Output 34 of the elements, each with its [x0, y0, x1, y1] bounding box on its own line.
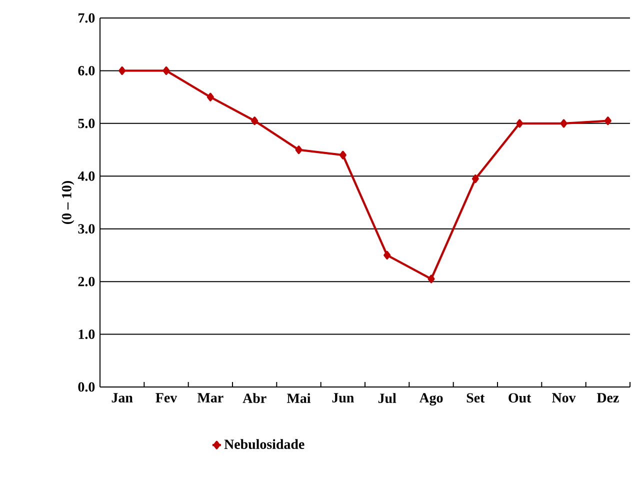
y-tick-label: 1.0: [78, 330, 95, 340]
x-tick-label: Set: [466, 393, 485, 403]
y-tick-label: 5.0: [78, 118, 95, 128]
y-tick-label: 7.0: [78, 13, 95, 23]
point: [339, 150, 346, 160]
point: [162, 66, 170, 75]
point: [206, 92, 214, 102]
y-axis-title: (0 – 10): [62, 181, 74, 224]
x-tick-label: Ago: [419, 393, 443, 406]
x-tick-label: Mai: [286, 393, 311, 404]
point: [428, 274, 435, 284]
legend-label: Nebulosidade: [224, 439, 304, 450]
x-tick-label: Abr: [242, 393, 266, 404]
point: [295, 146, 302, 154]
x-tick-label: Jan: [112, 393, 133, 402]
y-tick-label: 3.0: [78, 224, 95, 234]
point: [516, 119, 524, 128]
x-tick-label: Jun: [332, 393, 354, 402]
x-tick-label: Dez: [596, 393, 619, 402]
point: [604, 116, 612, 126]
y-tick-label: 0.0: [78, 382, 95, 392]
x-tick-label: Nov: [552, 393, 576, 402]
x-tick-label: Jul: [378, 393, 396, 404]
x-tick-label: Out: [508, 393, 532, 403]
x-tick-label: Mar: [197, 393, 224, 402]
point: [251, 116, 258, 126]
y-tick-label: 2.0: [78, 276, 95, 286]
x-tick-label: Fev: [156, 393, 178, 402]
y-tick-label: 4.0: [78, 171, 95, 181]
y-tick-label: 6.0: [78, 66, 95, 76]
point: [560, 119, 568, 128]
point: [118, 66, 126, 75]
point: [384, 250, 391, 260]
point: [472, 174, 479, 184]
